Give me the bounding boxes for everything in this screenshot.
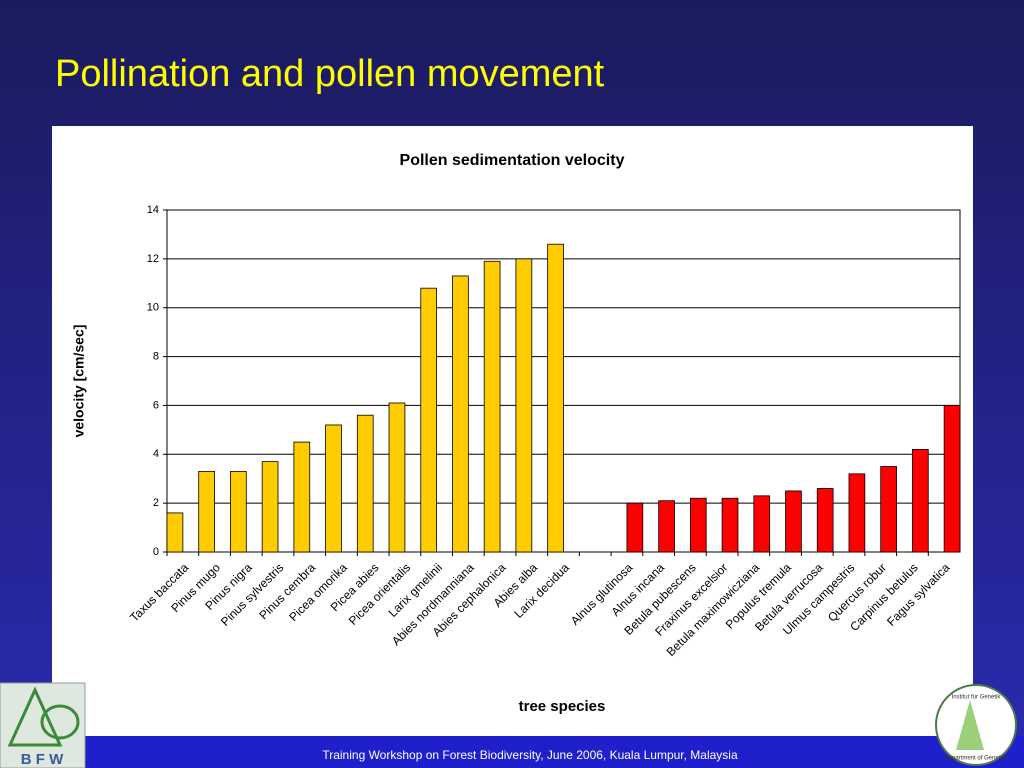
chart-title: Pollen sedimentation velocity <box>400 152 625 169</box>
bar <box>452 275 469 553</box>
y-tick-label: 12 <box>147 253 159 265</box>
bar <box>293 441 311 553</box>
y-tick-label: 4 <box>153 448 159 460</box>
y-tick-label: 0 <box>153 546 159 558</box>
bar <box>388 402 406 553</box>
right-logo: Institut für Genetik Department of Genet… <box>935 684 1017 766</box>
bar <box>261 461 279 553</box>
bar <box>166 512 184 553</box>
bar <box>912 448 929 553</box>
bar <box>753 495 771 553</box>
logo-text: Department of Genetics <box>944 756 1007 762</box>
y-tick-label: 8 <box>153 350 159 362</box>
bar <box>198 470 215 553</box>
bar <box>420 287 438 553</box>
bar <box>547 243 564 553</box>
y-axis-label: velocity [cm/sec] <box>71 325 87 438</box>
bar <box>483 260 501 553</box>
bar <box>848 473 866 553</box>
bar <box>626 502 644 553</box>
bar <box>658 500 675 553</box>
logo-tree <box>956 700 984 750</box>
bar <box>515 258 533 553</box>
bar <box>943 405 961 553</box>
bar <box>721 497 739 553</box>
logo-text: B F W <box>21 751 64 768</box>
bar <box>689 497 707 553</box>
logo-tree <box>40 704 80 740</box>
x-axis-label: tree species <box>519 698 606 715</box>
slide-title: Pollination and pollen movement <box>55 53 605 95</box>
y-tick-label: 6 <box>153 399 159 411</box>
bar <box>230 470 247 553</box>
bar <box>325 424 342 553</box>
logo-tree <box>7 686 63 747</box>
bar <box>356 414 374 553</box>
y-tick-label: 2 <box>153 497 159 509</box>
bar <box>785 490 802 553</box>
footer-bar <box>0 736 1024 768</box>
chart-panel <box>52 126 973 736</box>
logo-text: Institut für Genetik <box>952 695 1002 701</box>
left-logo: B F W <box>0 682 86 768</box>
y-tick-label: 10 <box>147 302 159 314</box>
bar <box>816 488 834 553</box>
bar <box>880 466 897 553</box>
y-tick-label: 14 <box>147 204 159 216</box>
footer: Training Workshop on Forest Biodiversity… <box>322 748 738 762</box>
